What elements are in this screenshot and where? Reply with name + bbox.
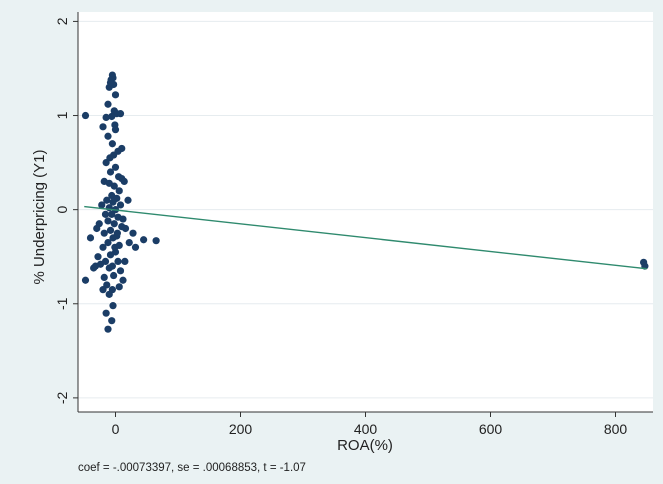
data-point [102, 309, 110, 317]
data-point [116, 201, 125, 209]
data-point [86, 234, 95, 242]
x-axis-label: ROA(%) [337, 437, 393, 454]
x-tick-label: 0 [112, 421, 120, 437]
fit-line [84, 205, 647, 270]
data-point [121, 224, 130, 233]
data-point [99, 123, 107, 131]
regression-note: coef = -.00073397, se = .00068853, t = -… [78, 462, 306, 474]
x-tick-label: 800 [604, 421, 628, 437]
data-point [93, 224, 101, 233]
data-point [116, 110, 125, 118]
data-point [110, 182, 118, 190]
data-point [119, 215, 127, 223]
data-point [108, 112, 116, 121]
data-point [125, 238, 133, 247]
y-tick-label: -2 [54, 391, 70, 404]
data-point [101, 210, 110, 218]
x-tick-label: 600 [479, 421, 503, 437]
data-point [91, 262, 100, 270]
data-point [106, 168, 115, 176]
x-tick-label: 400 [354, 421, 378, 437]
plot-area [78, 12, 653, 412]
gridlines [78, 20, 653, 399]
tick-labels: -2 -1 0 1 2 0 200 400 600 800 [54, 17, 627, 437]
data-point [110, 220, 118, 228]
y-tick-label: 1 [54, 111, 70, 119]
data-point [105, 290, 113, 298]
data-point [110, 271, 118, 280]
data-point [108, 317, 116, 325]
axes [73, 12, 653, 417]
data-point [104, 100, 112, 108]
data-point [109, 234, 117, 242]
data-point [124, 196, 132, 204]
data-point [108, 262, 116, 270]
data-point [108, 140, 116, 148]
data-point [104, 132, 112, 140]
data-point [106, 154, 114, 162]
data-point [120, 177, 128, 186]
data-point [106, 251, 115, 259]
x-tick-label: 200 [229, 421, 253, 437]
data-point [111, 126, 120, 134]
data-point [119, 276, 127, 284]
data-point [104, 217, 112, 225]
data-point [81, 276, 90, 284]
data-point [115, 283, 123, 291]
data-point [140, 236, 148, 244]
data-point [81, 111, 90, 120]
data-point [104, 238, 112, 247]
data-point [121, 257, 129, 266]
data-point [106, 226, 115, 234]
data-point [100, 273, 108, 282]
y-axis-label: % Underpricing (Y1) [31, 149, 48, 284]
data-point [118, 144, 126, 153]
data-point [111, 163, 120, 171]
data-point [100, 229, 108, 237]
data-point [116, 267, 125, 275]
data-point [114, 257, 122, 266]
data-point [98, 201, 106, 209]
data-point [94, 253, 102, 261]
data-point [152, 237, 160, 245]
data-point [115, 187, 123, 195]
data-point [99, 286, 107, 294]
data-point [103, 196, 111, 204]
data-point [99, 243, 107, 251]
data-point [106, 78, 115, 87]
data-point [113, 229, 121, 237]
data-point [109, 198, 117, 206]
data-point [111, 243, 119, 251]
data-point [108, 210, 116, 218]
y-tick-label: -1 [54, 297, 70, 310]
data-point [109, 302, 117, 310]
data-point [131, 243, 140, 251]
y-tick-label: 0 [54, 206, 70, 214]
y-tick-label: 2 [54, 17, 70, 25]
data-point [111, 91, 120, 99]
fit-line-group [84, 205, 647, 270]
data-point [129, 229, 137, 237]
data-points [81, 71, 649, 333]
data-point [104, 325, 112, 333]
data-point [102, 113, 110, 122]
